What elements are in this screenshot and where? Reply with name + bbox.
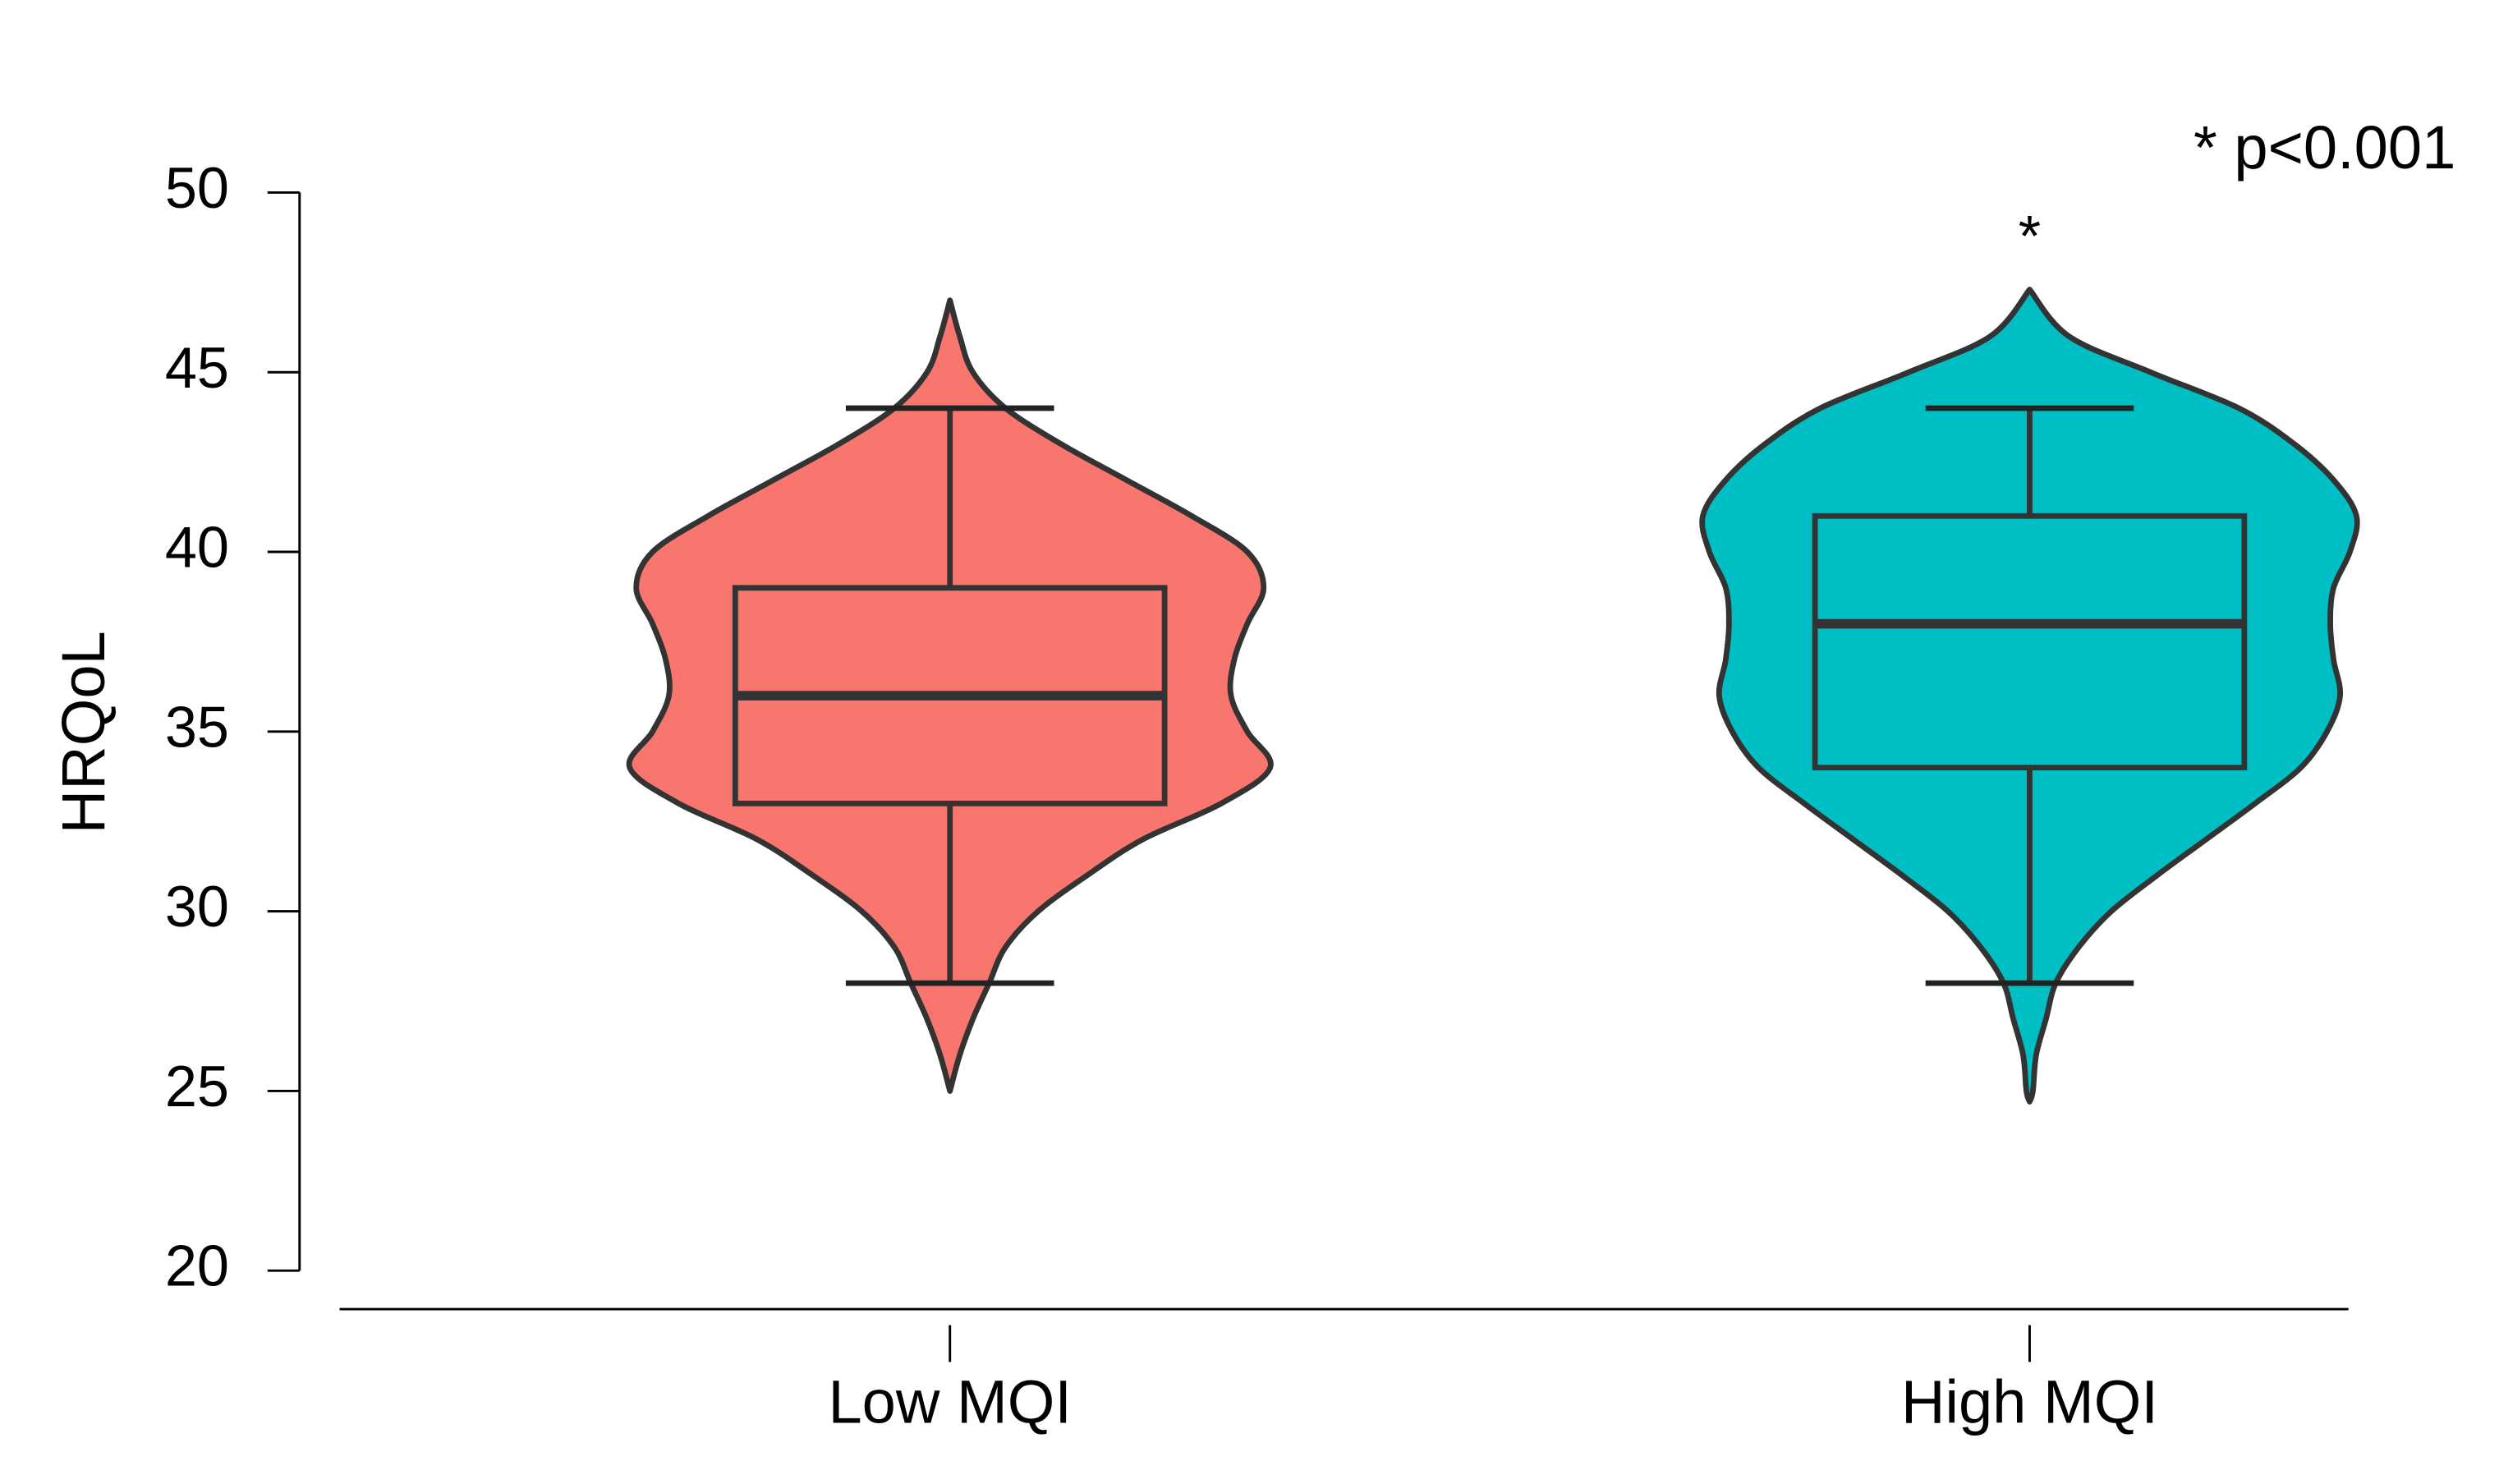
- y-tick-label: 20: [165, 1234, 229, 1298]
- box: [1812, 512, 2248, 770]
- y-tick-label: 45: [165, 335, 229, 400]
- y-axis-label: HRQoL: [49, 631, 117, 834]
- y-tick-label: 30: [165, 874, 229, 939]
- significance-note: * p<0.001: [2194, 113, 2455, 181]
- x-tick-label: Low MQI: [828, 1368, 1072, 1436]
- y-tick-label: 35: [165, 694, 229, 759]
- y-tick-label: 50: [165, 155, 229, 220]
- x-tick-label: High MQI: [1901, 1368, 2158, 1436]
- significance-marker: *: [2019, 203, 2041, 268]
- y-tick-label: 40: [165, 515, 229, 580]
- y-tick-label: 25: [165, 1054, 229, 1119]
